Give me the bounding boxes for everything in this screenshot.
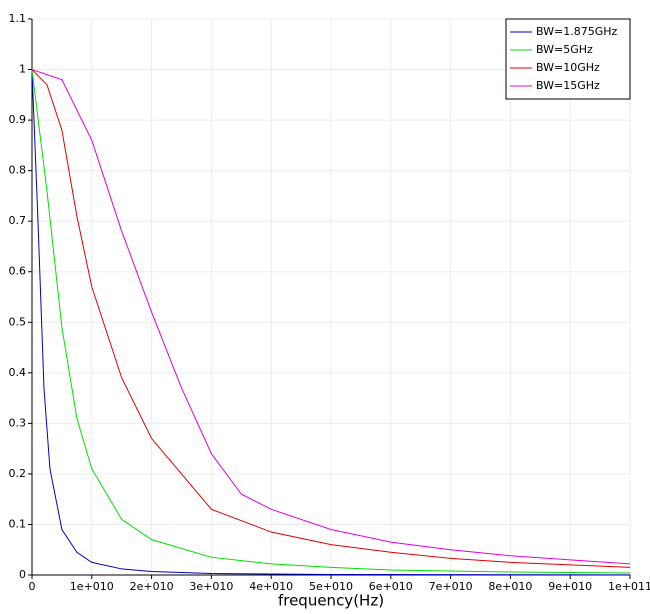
x-tick-label: 5e+010 <box>309 580 353 593</box>
y-tick-label: 0.8 <box>9 164 27 177</box>
x-tick-label: 3e+010 <box>189 580 233 593</box>
y-tick-label: 1.1 <box>9 12 27 25</box>
legend-label: BW=1.875GHz <box>536 25 618 38</box>
x-tick-label: 6e+010 <box>369 580 413 593</box>
y-tick-label: 0.3 <box>9 416 27 429</box>
y-tick-label: 0 <box>19 568 26 581</box>
y-tick-label: 0.1 <box>9 517 27 530</box>
y-tick-label: 0.6 <box>9 265 27 278</box>
legend-label: BW=5GHz <box>536 43 593 56</box>
y-tick-label: 0.7 <box>9 214 27 227</box>
x-tick-label: 9e+010 <box>548 580 592 593</box>
x-tick-label: 1e+010 <box>70 580 114 593</box>
y-tick-label: 0.2 <box>9 467 27 480</box>
legend-label: BW=10GHz <box>536 61 600 74</box>
legend-label: BW=15GHz <box>536 79 600 92</box>
y-tick-label: 0.4 <box>9 366 27 379</box>
x-axis-label: frequency(Hz) <box>278 592 384 610</box>
x-tick-label: 7e+010 <box>429 580 473 593</box>
x-tick-label: 0 <box>29 580 36 593</box>
line <box>31 69 631 576</box>
y-tick-label: 0.5 <box>9 315 27 328</box>
line <box>31 69 631 574</box>
x-tick-label: 2e+010 <box>130 580 174 593</box>
y-tick-label: 0.9 <box>9 113 27 126</box>
y-tick-label: 1 <box>19 63 26 76</box>
x-tick-label: 1e+011 <box>608 580 650 593</box>
x-tick-label: 4e+010 <box>249 580 293 593</box>
line <box>31 69 631 568</box>
line <box>31 69 631 565</box>
x-tick-label: 8e+010 <box>488 580 532 593</box>
